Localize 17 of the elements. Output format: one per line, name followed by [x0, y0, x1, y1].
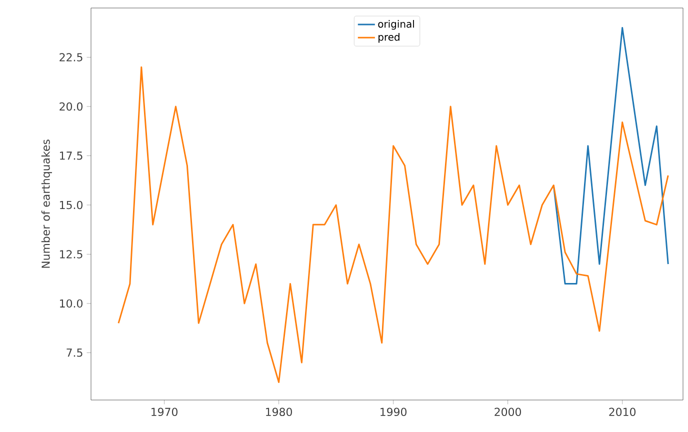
x-tick-label: 2000: [494, 408, 522, 416]
line-series: [552, 26, 669, 285]
x-tick-label: 2010: [609, 408, 636, 416]
x-tick-label: 1990: [380, 408, 407, 416]
legend-label: pred: [378, 33, 400, 43]
x-tick-label: 1980: [266, 408, 292, 416]
y-tick-label: 7.5: [66, 348, 82, 357]
y-tick-label: 22.5: [60, 53, 82, 62]
y-axis-title: Number of earthquakes: [41, 140, 52, 268]
y-tick-label: 15.0: [60, 200, 82, 210]
x-tick-label: 1970: [152, 408, 178, 416]
y-tick-label: 17.5: [60, 152, 82, 160]
y-tick-label: 12.5: [60, 250, 82, 258]
line-series: [118, 66, 669, 384]
legend-label: original: [378, 20, 414, 30]
y-tick-label: 20.0: [60, 102, 82, 111]
y-tick-label: 10.0: [60, 299, 82, 308]
